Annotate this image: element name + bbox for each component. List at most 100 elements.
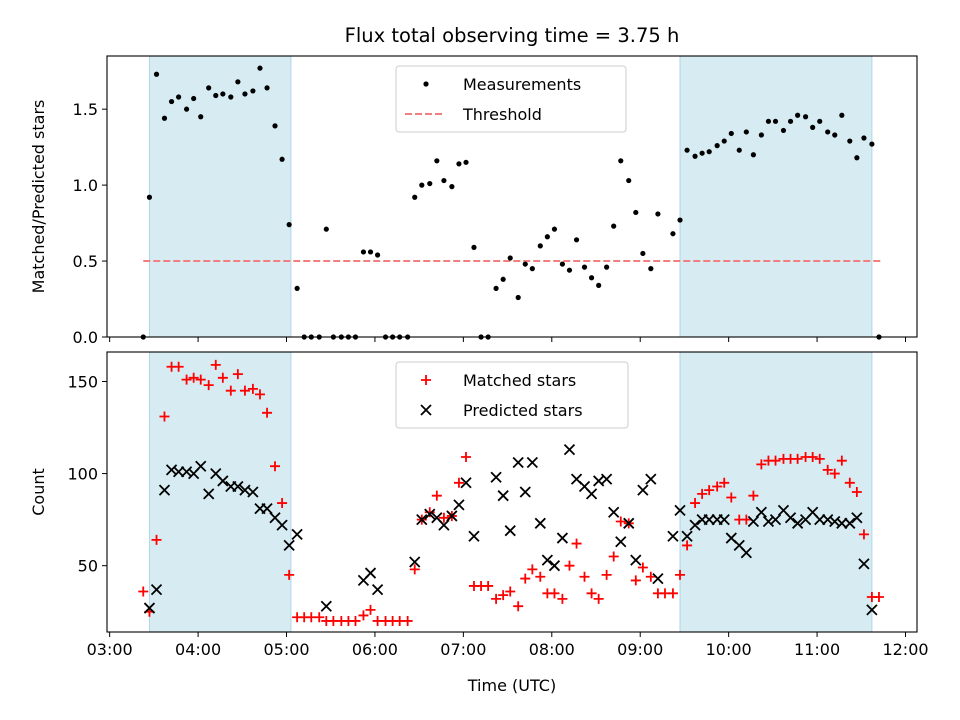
measurement-point	[529, 266, 535, 272]
measurement-point	[449, 184, 455, 190]
legend: Matched stars Predicted stars	[395, 361, 629, 429]
predicted-star-point	[585, 488, 598, 500]
predicted-star-point	[261, 502, 273, 515]
measurement-point	[618, 158, 624, 164]
predicted-star-point	[755, 506, 768, 518]
x-tick-label: 09:00	[617, 640, 663, 659]
predicted-star-point	[371, 583, 384, 596]
matched-star-point	[579, 571, 590, 582]
measurement-point	[471, 244, 477, 250]
predicted-star-point	[526, 456, 538, 469]
matched-star-point	[402, 615, 413, 626]
predicted-star-point	[740, 547, 752, 559]
measurement-point	[367, 249, 374, 255]
y-axis-label: Matched/Predicted stars	[29, 100, 48, 294]
predicted-star-point	[490, 471, 502, 483]
measurement-point	[537, 243, 543, 249]
measurement-point	[736, 147, 742, 153]
measurement-point	[515, 294, 521, 301]
legend-dot-icon	[423, 81, 429, 87]
measurement-point	[419, 182, 425, 188]
measurement-point	[272, 123, 278, 129]
predicted-star-point	[203, 488, 215, 500]
observing-interval-band	[148, 55, 292, 338]
measurement-point	[279, 156, 285, 162]
measurement-point	[374, 252, 381, 258]
measurement-point	[765, 118, 772, 124]
axes-frame	[106, 55, 918, 338]
axes-frame	[106, 351, 918, 633]
legend: Measurements Threshold	[395, 65, 627, 133]
measurement-point	[648, 266, 654, 272]
matched-star-point	[409, 564, 420, 575]
observing-interval-band	[679, 351, 873, 633]
y-tick-label: 150	[67, 372, 98, 391]
measurement-point	[825, 129, 831, 135]
predicted-star-point	[276, 519, 288, 531]
predicted-star-point	[667, 530, 679, 542]
predicted-star-point	[364, 567, 377, 579]
matched-star-point	[262, 407, 273, 418]
predicted-star-point	[851, 512, 863, 524]
predicted-star-point	[769, 513, 782, 526]
measurement-point	[242, 91, 248, 97]
matched-star-point	[858, 529, 869, 540]
measurement-point	[286, 222, 292, 228]
measurement-point	[684, 147, 690, 153]
measurement-point	[544, 234, 550, 240]
x-tick-label: 10:00	[706, 640, 752, 659]
predicted-star-point	[615, 536, 627, 548]
measurement-point	[441, 177, 447, 184]
matched-star-point	[873, 592, 884, 602]
predicted-star-point	[681, 530, 693, 542]
count-panel: 50 100 150 03:00 04:00 05:00 06:00 07:00 08:00 09…	[29, 351, 929, 695]
matched-star-point	[586, 588, 597, 599]
predicted-star-point	[217, 475, 229, 487]
predicted-star-point	[460, 477, 472, 489]
measurement-point	[839, 112, 845, 118]
x-tick-label: 11:00	[794, 640, 840, 659]
matched-star-point	[719, 477, 730, 488]
measurement-point	[604, 264, 610, 270]
measurement-point	[655, 211, 661, 217]
measurement-point	[772, 118, 779, 124]
matched-star-point	[741, 514, 752, 525]
measurement-point	[810, 124, 816, 130]
matched-star-point	[770, 455, 781, 466]
matched-star-point	[277, 498, 288, 509]
predicted-star-point	[291, 528, 303, 541]
y-tick-label: 1.0	[73, 176, 98, 195]
y-axis-label: Count	[29, 468, 48, 516]
matched-star-point	[232, 369, 243, 380]
matched-star-point	[210, 359, 221, 370]
predicted-star-point	[504, 525, 516, 537]
matched-star-point	[829, 468, 840, 479]
matched-star-point	[667, 588, 678, 599]
matched-star-point	[181, 374, 192, 385]
measurement-point	[228, 94, 234, 100]
matched-star-point	[615, 516, 626, 527]
matched-star-point	[225, 385, 236, 396]
measurement-point	[360, 249, 367, 255]
matched-star-point	[350, 615, 361, 626]
measurement-point	[596, 282, 602, 288]
matched-star-point	[608, 551, 619, 562]
measurement-point	[626, 177, 632, 184]
chart-title: Flux total observing time = 3.75 h	[345, 24, 680, 47]
matched-star-point	[358, 610, 369, 621]
predicted-star-point	[784, 512, 797, 524]
measurement-point	[670, 231, 676, 237]
predicted-star-point	[814, 513, 826, 526]
predicted-star-point	[512, 456, 524, 469]
measurement-point	[869, 141, 875, 147]
x-tick-label: 12:00	[882, 640, 928, 659]
matched-star-point	[571, 538, 582, 549]
predicted-star-point	[822, 513, 834, 526]
measurement-point	[257, 65, 263, 71]
matched-star-point	[844, 477, 855, 488]
matched-star-point	[836, 455, 847, 466]
measurement-point	[198, 114, 204, 120]
y-tick-label: 0.5	[73, 252, 98, 271]
predicted-star-point	[652, 572, 664, 585]
predicted-star-point	[497, 490, 509, 502]
